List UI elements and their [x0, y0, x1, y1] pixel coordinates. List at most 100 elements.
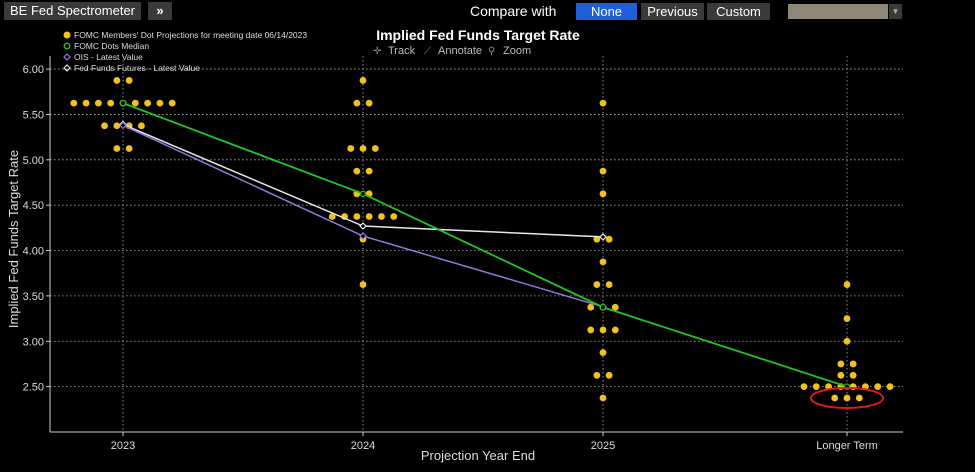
dot-projection [587, 303, 595, 311]
dot-projection [353, 99, 361, 107]
dot-projection [70, 99, 78, 107]
dot-projection [605, 235, 613, 243]
dot-projection [113, 77, 121, 84]
y-tick-label: 2.50 [23, 382, 44, 394]
dot-projection [365, 99, 373, 107]
dot-projection [131, 99, 139, 107]
x-tick-label: Longer Term [816, 440, 878, 452]
dot-projection [347, 145, 355, 152]
dropdown-arrow-icon[interactable]: ▼ [889, 4, 902, 19]
dot-projection [125, 145, 133, 152]
series-lines [119, 99, 851, 390]
dot-projection [800, 383, 808, 391]
series-marker [599, 233, 607, 241]
app-title-button[interactable]: BE Fed Spectrometer [4, 2, 141, 20]
series-marker [359, 232, 367, 240]
dot-projection [855, 394, 863, 402]
dot-projection [849, 371, 857, 379]
dot-projection [390, 213, 398, 220]
crosshair-icon: ✛ [373, 46, 382, 57]
legend-median-marker [63, 42, 71, 50]
dot-projections [70, 77, 894, 402]
dot-projection [587, 326, 595, 334]
dot-projection [371, 145, 379, 152]
series-line [122, 102, 848, 388]
y-tick-label: 4.00 [23, 246, 44, 258]
dot-projection [843, 315, 851, 322]
dot-projection [107, 99, 115, 107]
gridlines [50, 56, 903, 432]
dot-projection [353, 167, 361, 175]
y-tick-label: 5.50 [23, 109, 44, 121]
dot-projection [156, 99, 164, 107]
dot-projection [849, 360, 857, 368]
series-marker [359, 190, 367, 198]
compare-label: Compare with [470, 3, 557, 19]
chart-tools: ✛ Track ⟋ Annotate ⚲ Zoom [373, 45, 531, 57]
dot-projection [359, 77, 367, 84]
x-tick-label: 2025 [591, 440, 615, 452]
series-marker [119, 121, 127, 130]
series-marker [599, 303, 607, 311]
track-label: Track [388, 45, 416, 57]
dot-projection [101, 122, 108, 130]
highlight-ellipse [810, 386, 884, 409]
dot-projection [605, 281, 613, 288]
dot-projection [874, 383, 882, 391]
chart-title: Implied Fed Funds Target Rate [376, 27, 580, 43]
y-tick-label: 3.00 [23, 336, 44, 348]
dot-projection [144, 99, 152, 107]
y-tick-labels: 2.50 3.00 3.50 4.00 4.50 5.00 5.50 6.00 [23, 64, 50, 394]
expand-button[interactable]: » [148, 2, 172, 20]
legend-dot-marker [63, 31, 71, 39]
y-axis-title: Implied Fed Funds Target Rate [6, 150, 21, 328]
magnifier-icon: ⚲ [488, 46, 495, 57]
dot-projection [843, 281, 851, 288]
dot-projection [359, 145, 367, 152]
dot-projection [831, 394, 839, 402]
compare-custom-button[interactable]: Custom [707, 3, 770, 20]
legend-item-dots: FOMC Members' Dot Projections for meetin… [74, 30, 307, 40]
right-margin [909, 24, 975, 472]
y-tick-label: 6.00 [23, 64, 44, 76]
dot-projection [843, 394, 851, 402]
dot-projection [168, 99, 176, 107]
dot-projection [611, 326, 619, 334]
track-tool[interactable]: ✛ Track [373, 45, 416, 57]
y-tick-label: 4.50 [23, 200, 44, 212]
custom-date-input[interactable] [788, 4, 888, 19]
legend-item-futures: Fed Funds Futures - Latest Value [74, 63, 200, 73]
x-tick-label: 2023 [111, 440, 135, 452]
y-tick-label: 3.50 [23, 291, 44, 303]
legend-futures-marker [63, 64, 71, 72]
dot-projection [82, 99, 90, 107]
dot-projection [837, 371, 845, 379]
compare-previous-button[interactable]: Previous [641, 3, 704, 20]
y-tick-label: 5.00 [23, 155, 44, 167]
legend-item-median: FOMC Dots Median [74, 41, 149, 51]
dot-projection [113, 122, 121, 130]
dot-projection [812, 383, 820, 391]
dot-projection [593, 281, 601, 288]
zoom-tool[interactable]: ⚲ Zoom [488, 45, 531, 57]
chart-svg: 2.50 3.00 3.50 4.00 4.50 5.00 5.50 6.00 2023 202… [6, 27, 903, 463]
dot-projection [599, 167, 607, 175]
axes [49, 56, 903, 433]
zoom-label: Zoom [503, 45, 531, 57]
dot-projection [378, 213, 385, 220]
dot-projection [886, 383, 894, 391]
dot-projection [599, 349, 607, 357]
chart-panel: 2.50 3.00 3.50 4.00 4.50 5.00 5.50 6.00 2023 202… [0, 24, 909, 472]
dot-projection [113, 145, 121, 152]
dot-projection [611, 303, 619, 311]
series-marker [119, 99, 127, 107]
dot-projection [843, 337, 851, 345]
dot-projection [138, 122, 145, 130]
compare-none-button[interactable]: None [576, 3, 637, 20]
annotate-label: Annotate [438, 45, 482, 57]
annotate-tool[interactable]: ⟋ Annotate [424, 45, 482, 57]
dot-projection [599, 99, 607, 107]
legend: FOMC Members' Dot Projections for meetin… [63, 30, 307, 73]
x-axis-title: Projection Year End [421, 448, 535, 463]
dot-projection [599, 190, 607, 198]
